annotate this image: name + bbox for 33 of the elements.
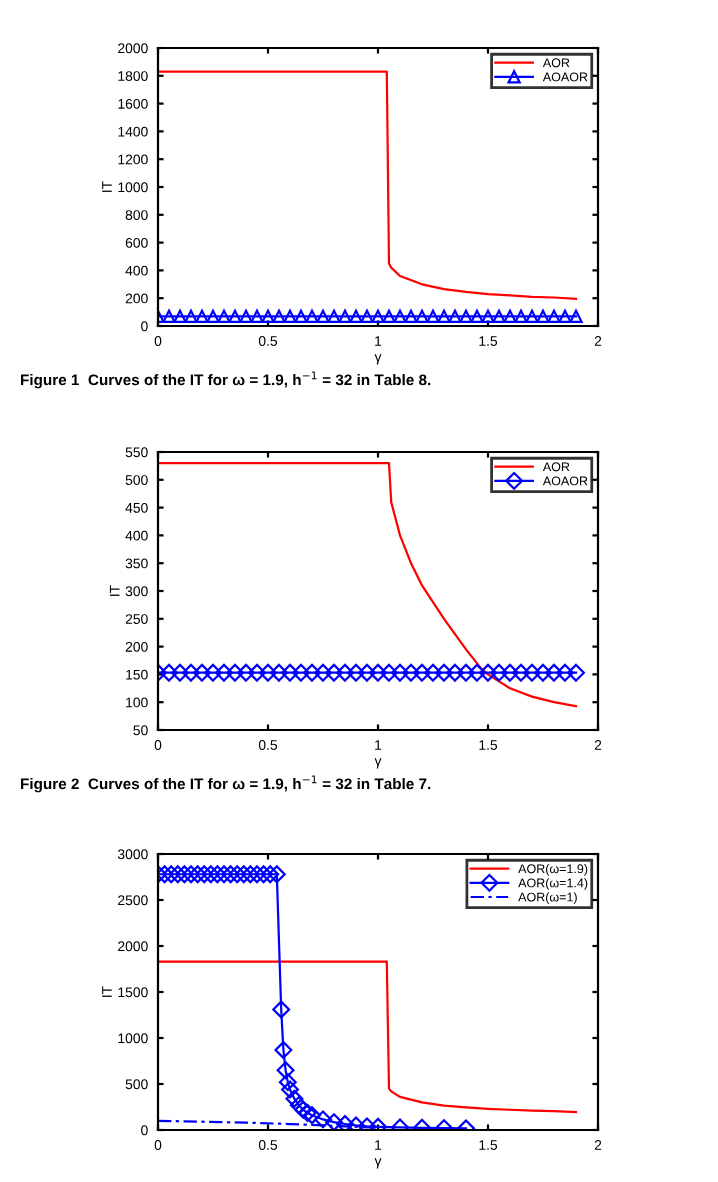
point	[182, 865, 200, 884]
point	[195, 865, 214, 884]
point	[261, 865, 280, 884]
point	[162, 865, 181, 884]
point	[158, 865, 174, 884]
line-series	[158, 960, 578, 1114]
point	[325, 1113, 343, 1130]
point	[281, 1080, 299, 1099]
point	[221, 865, 240, 884]
point	[278, 1073, 297, 1092]
point	[289, 1096, 308, 1115]
point	[168, 865, 187, 884]
point	[234, 865, 253, 884]
point	[215, 865, 233, 884]
point	[248, 865, 266, 884]
point	[294, 1100, 313, 1119]
point	[254, 865, 273, 884]
point	[298, 1104, 317, 1122]
point	[336, 1115, 354, 1130]
point	[188, 865, 207, 884]
point	[208, 865, 227, 884]
point	[303, 1106, 321, 1125]
point	[267, 865, 286, 884]
point	[201, 865, 220, 884]
point	[175, 865, 194, 884]
point	[241, 865, 260, 884]
point	[285, 1089, 304, 1108]
point	[274, 1040, 293, 1059]
point	[276, 1061, 295, 1080]
point	[228, 865, 247, 884]
point	[272, 1000, 291, 1019]
point	[314, 1110, 332, 1129]
point	[347, 1116, 365, 1130]
